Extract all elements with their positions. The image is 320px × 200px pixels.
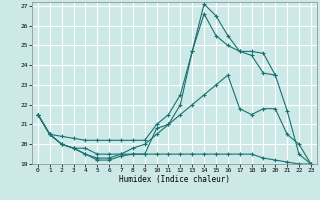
X-axis label: Humidex (Indice chaleur): Humidex (Indice chaleur) [119,175,230,184]
